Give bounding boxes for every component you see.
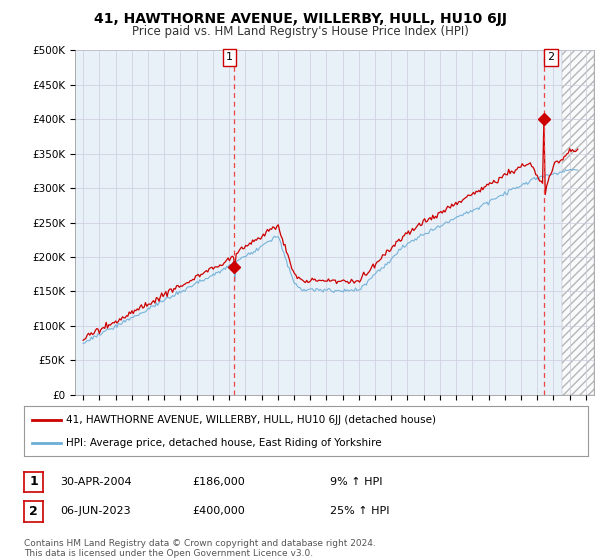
- Text: 1: 1: [29, 475, 38, 488]
- Text: 06-JUN-2023: 06-JUN-2023: [60, 506, 131, 516]
- Text: 25% ↑ HPI: 25% ↑ HPI: [330, 506, 389, 516]
- Text: £186,000: £186,000: [192, 477, 245, 487]
- Text: 41, HAWTHORNE AVENUE, WILLERBY, HULL, HU10 6JJ: 41, HAWTHORNE AVENUE, WILLERBY, HULL, HU…: [94, 12, 506, 26]
- Text: £400,000: £400,000: [192, 506, 245, 516]
- Text: 9% ↑ HPI: 9% ↑ HPI: [330, 477, 383, 487]
- Text: Contains HM Land Registry data © Crown copyright and database right 2024.
This d: Contains HM Land Registry data © Crown c…: [24, 539, 376, 558]
- Text: 30-APR-2004: 30-APR-2004: [60, 477, 131, 487]
- Text: 41, HAWTHORNE AVENUE, WILLERBY, HULL, HU10 6JJ (detached house): 41, HAWTHORNE AVENUE, WILLERBY, HULL, HU…: [66, 414, 436, 424]
- Bar: [562, 50, 594, 395]
- Text: Price paid vs. HM Land Registry's House Price Index (HPI): Price paid vs. HM Land Registry's House …: [131, 25, 469, 38]
- Text: HPI: Average price, detached house, East Riding of Yorkshire: HPI: Average price, detached house, East…: [66, 438, 382, 448]
- Text: 2: 2: [547, 52, 554, 62]
- Text: 2: 2: [29, 505, 38, 518]
- Text: 1: 1: [226, 52, 233, 62]
